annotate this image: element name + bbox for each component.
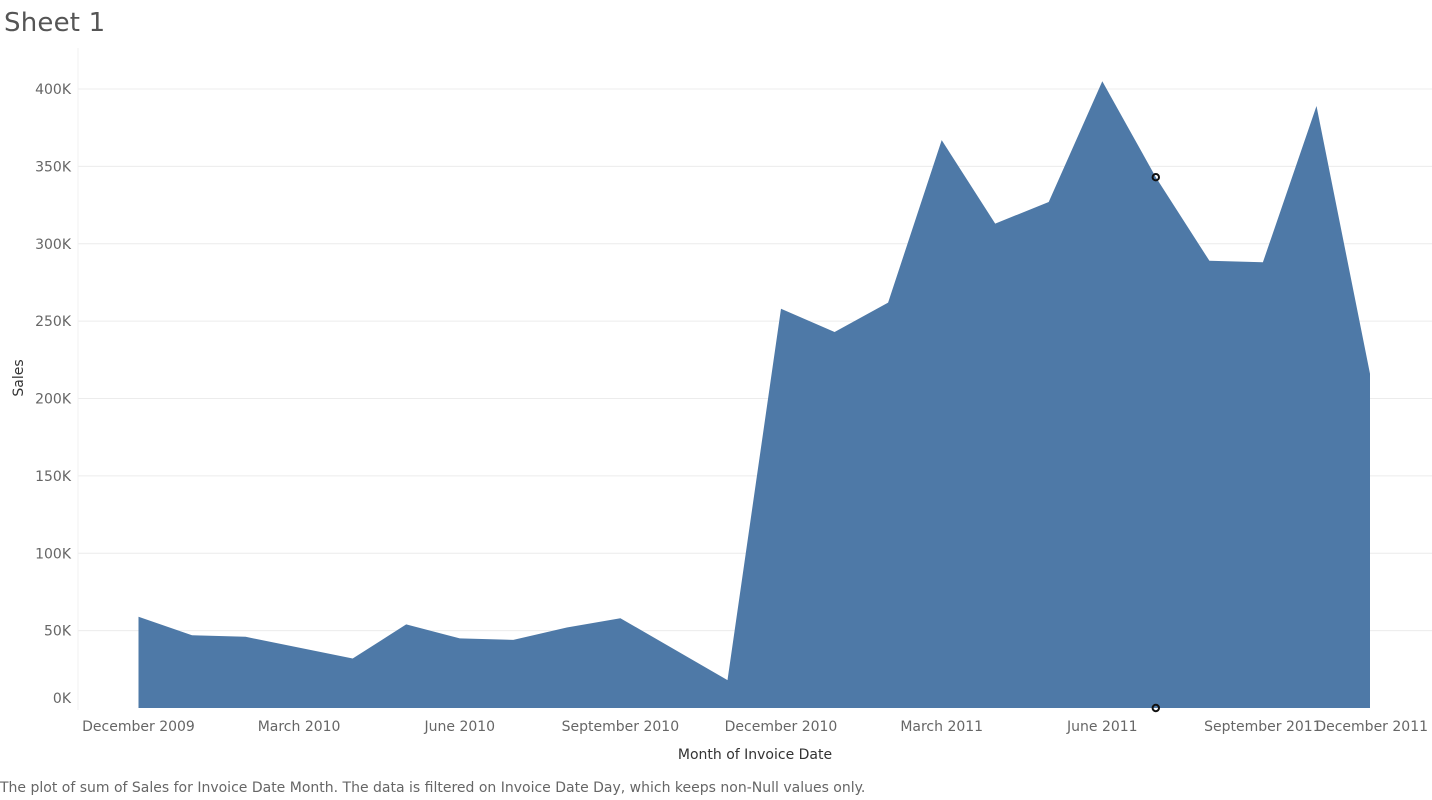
y-axis-title: Sales	[11, 359, 27, 396]
sheet-title: Sheet 1	[4, 8, 106, 38]
y-tick-label: 250K	[35, 314, 72, 330]
x-tick-label: June 2010	[424, 719, 496, 735]
x-tick-label: December 2010	[725, 719, 838, 735]
caption: The plot of sum of Sales for Invoice Dat…	[0, 780, 866, 796]
x-tick-label: June 2011	[1066, 719, 1138, 735]
y-tick-label: 300K	[35, 237, 72, 253]
y-tick-label: 100K	[35, 546, 72, 562]
highlight-markers	[1151, 173, 1161, 713]
y-tick-label: 150K	[35, 469, 72, 485]
x-axis: December 2009 March 2010 June 2010 Septembe…	[82, 719, 1428, 735]
x-tick-label: March 2010	[258, 719, 341, 735]
highlight-point-base	[1151, 703, 1161, 713]
y-tick-label: 50K	[44, 624, 72, 640]
x-tick-label: March 2011	[900, 719, 983, 735]
y-tick-label: 400K	[35, 82, 72, 98]
y-tick-label: 200K	[35, 392, 72, 408]
area-chart[interactable]: 0K 50K 100K 150K 200K 250K 300K 350K 400K Decemb…	[0, 0, 1432, 775]
x-tick-label: December 2009	[82, 719, 195, 735]
highlight-point-top	[1151, 173, 1161, 182]
sales-area[interactable]	[138, 81, 1371, 709]
y-tick-label: 350K	[35, 159, 72, 175]
x-tick-label: September 2010	[562, 719, 679, 735]
x-tick-label: December 2011	[1315, 719, 1428, 735]
y-axis: 0K 50K 100K 150K 200K 250K 300K 350K 400K	[35, 82, 72, 707]
x-axis-title: Month of Invoice Date	[678, 747, 832, 763]
area-series[interactable]	[138, 81, 1371, 709]
x-tick-label: September 2011	[1204, 719, 1321, 735]
y-tick-label: 0K	[53, 691, 72, 707]
